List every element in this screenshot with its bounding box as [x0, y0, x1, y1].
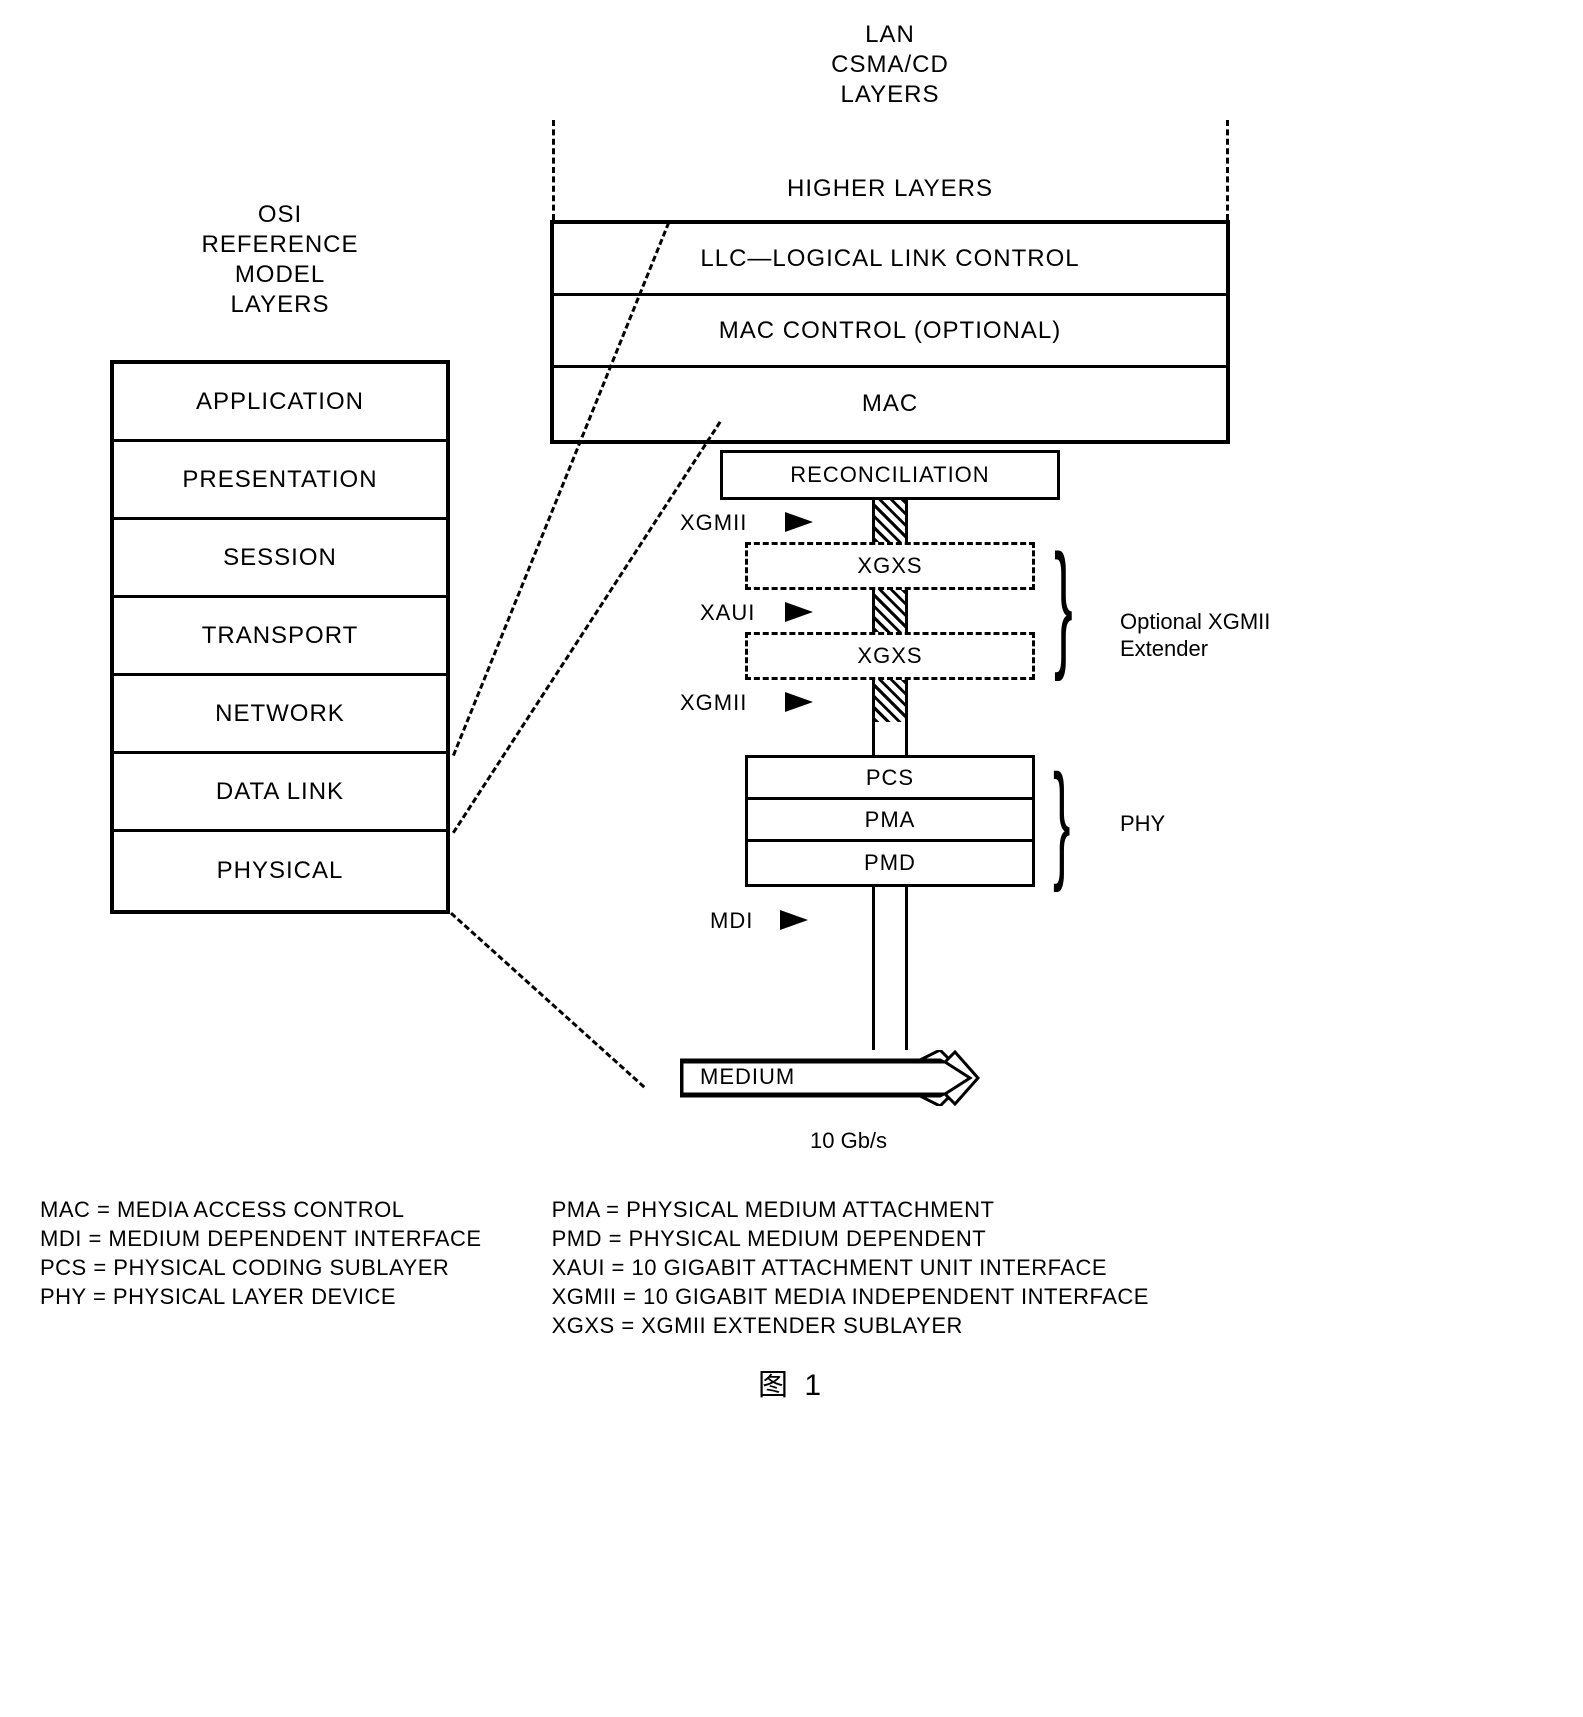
xgmii-arrow-2 — [785, 692, 813, 712]
reconciliation-text: RECONCILIATION — [790, 462, 989, 488]
osi-layer-network: NETWORK — [114, 676, 446, 754]
connector-1 — [872, 500, 908, 542]
xaui-text: XAUI — [700, 600, 755, 625]
lan-title: LAN CSMA/CD LAYERS — [700, 20, 1080, 110]
lan-mac: MAC — [554, 368, 1226, 440]
osi-title: OSI REFERENCE MODEL LAYERS — [150, 200, 410, 320]
xaui-arrow — [785, 602, 813, 622]
phy-block: PCS PMA PMD — [745, 755, 1035, 887]
mdi-label: MDI — [710, 908, 753, 934]
xgmii-text-2: XGMII — [680, 690, 747, 715]
mdi-text: MDI — [710, 908, 753, 933]
xaui-label: XAUI — [700, 600, 755, 626]
osi-layer-presentation: PRESENTATION — [114, 442, 446, 520]
dash-3 — [450, 912, 645, 1088]
lan-title-text: LAN CSMA/CD LAYERS — [700, 20, 1080, 110]
speed-label: 10 Gb/s — [810, 1128, 887, 1154]
figure-text: 图 1 — [758, 1369, 825, 1402]
brace-extender: } — [1054, 555, 1073, 653]
glossary-left: MAC = MEDIA ACCESS CONTROL MDI = MEDIUM … — [40, 1195, 482, 1340]
xgxs-text-1: XGXS — [857, 553, 922, 579]
osi-layer-transport: TRANSPORT — [114, 598, 446, 676]
phy-text: PHY — [1120, 811, 1165, 836]
osi-layer-session: SESSION — [114, 520, 446, 598]
diagram-container: OSI REFERENCE MODEL LAYERS LAN CSMA/CD L… — [40, 20, 1540, 1320]
connector-5 — [872, 884, 908, 1050]
connector-4 — [872, 722, 908, 755]
mdi-arrow — [780, 910, 808, 930]
dash-top-right — [1226, 120, 1229, 220]
dash-2 — [452, 421, 721, 834]
xgmii-label-1: XGMII — [680, 510, 747, 536]
xgmii-arrow-1 — [785, 512, 813, 532]
brace-phy: } — [1053, 775, 1070, 866]
glossary-right: PMA = PHYSICAL MEDIUM ATTACHMENT PMD = P… — [552, 1195, 1149, 1340]
phy-pmd: PMD — [748, 842, 1032, 884]
speed-text: 10 Gb/s — [810, 1128, 887, 1153]
connector-3 — [872, 680, 908, 722]
osi-layer-physical: PHYSICAL — [114, 832, 446, 910]
osi-stack: APPLICATION PRESENTATION SESSION TRANSPO… — [110, 360, 450, 914]
osi-layer-application: APPLICATION — [114, 364, 446, 442]
figure-label: 图 1 — [40, 1360, 1543, 1404]
xgmii-label-2: XGMII — [680, 690, 747, 716]
connector-2 — [872, 590, 908, 632]
osi-title-text: OSI REFERENCE MODEL LAYERS — [150, 200, 410, 320]
xgmii-text-1: XGMII — [680, 510, 747, 535]
phy-pma: PMA — [748, 800, 1032, 842]
medium-text: MEDIUM — [700, 1064, 795, 1089]
opt-ext-text: Optional XGMII Extender — [1120, 609, 1270, 662]
osi-layer-data-link: DATA LINK — [114, 754, 446, 832]
xgxs-box-2: XGXS — [745, 632, 1035, 680]
opt-ext-label: Optional XGMII Extender — [1120, 580, 1270, 663]
higher-layers-label: HIGHER LAYERS — [680, 175, 1100, 203]
phy-pcs: PCS — [748, 758, 1032, 800]
lan-top-block: LLC—LOGICAL LINK CONTROL MAC CONTROL (OP… — [550, 220, 1230, 444]
reconciliation-box: RECONCILIATION — [720, 450, 1060, 500]
medium-label: MEDIUM — [700, 1064, 795, 1090]
phy-label: PHY — [1120, 810, 1165, 838]
lan-mac-control: MAC CONTROL (OPTIONAL) — [554, 296, 1226, 368]
glossary: MAC = MEDIA ACCESS CONTROL MDI = MEDIUM … — [40, 1195, 1540, 1340]
higher-layers-text: HIGHER LAYERS — [787, 175, 993, 202]
dash-top-left — [552, 120, 555, 220]
xgxs-text-2: XGXS — [857, 643, 922, 669]
xgxs-box-1: XGXS — [745, 542, 1035, 590]
